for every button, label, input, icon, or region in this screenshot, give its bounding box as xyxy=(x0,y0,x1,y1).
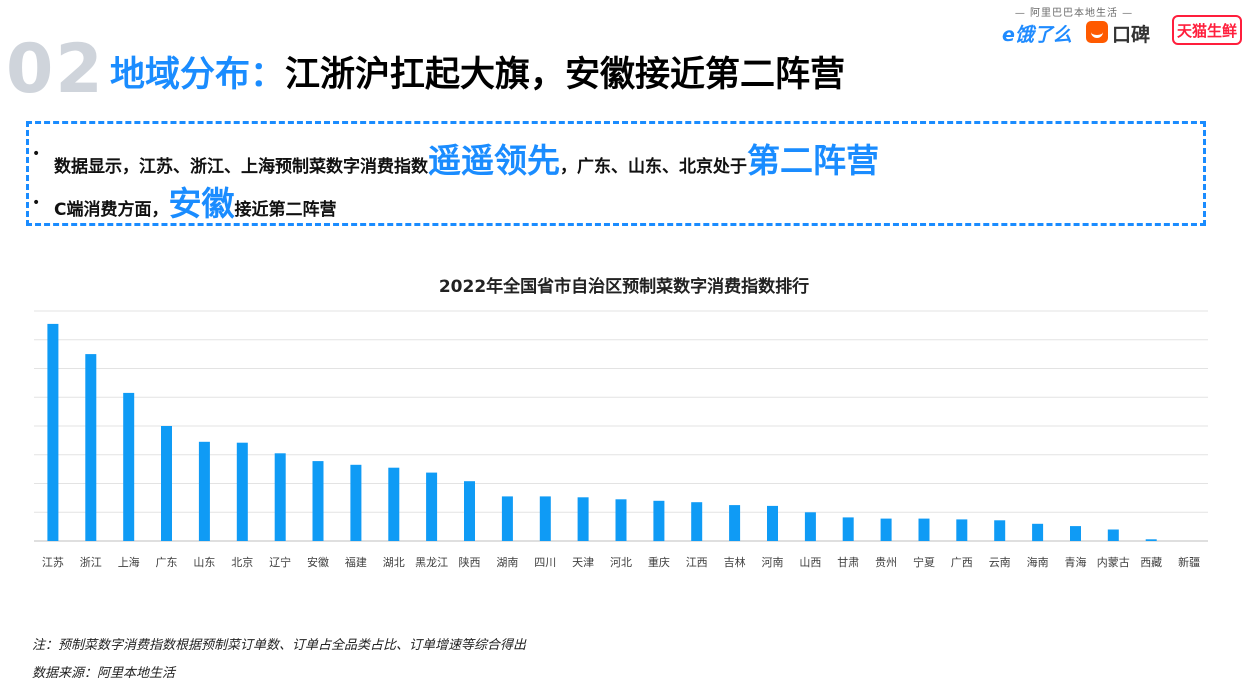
tmall-fresh-logo: 天猫生鲜 xyxy=(1172,15,1242,45)
bar-13 xyxy=(539,496,551,541)
x-tick-label: 甘肃 xyxy=(837,556,859,569)
bullet-1-text-b: ，广东、山东、北京处于 xyxy=(560,157,747,177)
bar-23 xyxy=(918,518,930,541)
bar-27 xyxy=(1070,526,1081,541)
x-tick-label: 辽宁 xyxy=(269,555,291,569)
x-tick-label: 新疆 xyxy=(1178,555,1200,569)
x-tick-label: 陕西 xyxy=(459,555,481,569)
bullet-1-text-a: 数据显示，江苏、浙江、上海预制菜数字消费指数 xyxy=(54,157,428,177)
bar-0 xyxy=(47,323,59,541)
bullet-dot: • xyxy=(32,195,41,211)
x-tick-label: 西藏 xyxy=(1140,556,1162,569)
bar-14 xyxy=(577,497,589,541)
bar-chart: 江苏 浙江 上海 广东 山东 北京 辽宁 安徽 福建 湖北 黑龙江 陕西 湖南 四川 天津 河北 重庆 江西 吉林 河… xyxy=(34,310,1208,569)
chart-title: 2022年全国省市自治区预制菜数字消费指数排行 xyxy=(438,277,810,297)
bar-24 xyxy=(956,519,968,541)
bar-19 xyxy=(767,505,778,541)
x-tick-label: 贵州 xyxy=(875,556,897,569)
x-tick-label: 广东 xyxy=(156,556,178,569)
bar-17 xyxy=(691,502,703,541)
x-tick-label: 重庆 xyxy=(648,555,670,569)
callout-box xyxy=(26,121,1206,226)
bar-29 xyxy=(1145,539,1157,541)
bullet-2-text-a: C端消费方面， xyxy=(54,200,169,220)
x-tick-label: 河北 xyxy=(610,556,632,569)
bar-4 xyxy=(198,441,210,541)
eleme-logo: e饿了么 xyxy=(1002,24,1072,46)
x-tick-label: 安徽 xyxy=(307,555,329,569)
bullet-item-1: 数据显示，江苏、浙江、上海预制菜数字消费指数 遥遥领先 ，广东、山东、北京处于 … xyxy=(54,134,879,182)
x-tick-label: 天津 xyxy=(572,556,594,569)
bar-25 xyxy=(994,520,1006,541)
bullet-2-highlight-a: 安徽 xyxy=(168,184,235,223)
bar-8 xyxy=(350,464,362,541)
bar-16 xyxy=(653,500,665,542)
bar-3 xyxy=(161,426,172,541)
data-source: 数据来源：阿里本地生活 xyxy=(32,666,176,681)
bar-12 xyxy=(501,496,513,541)
bullet-item-2: C端消费方面， 安徽 接近第二阵营 xyxy=(54,177,336,225)
x-tick-label: 内蒙古 xyxy=(1097,555,1130,569)
bar-28 xyxy=(1107,529,1119,541)
x-tick-label: 广西 xyxy=(951,556,973,569)
bar-10 xyxy=(426,472,438,541)
x-tick-label: 湖北 xyxy=(383,556,405,569)
section-number: 02 xyxy=(6,30,105,109)
x-tick-label: 海南 xyxy=(1027,555,1049,569)
x-tick-label: 北京 xyxy=(231,555,253,569)
bullet-dot: • xyxy=(32,146,41,162)
x-tick-label: 四川 xyxy=(534,556,556,569)
x-tick-label: 湖南 xyxy=(496,556,518,569)
x-tick-label: 宁夏 xyxy=(913,555,935,569)
footnote: 注：预制菜数字消费指数根据预制菜订单数、订单占全品类占比、订单增速等综合得出 xyxy=(32,638,527,653)
x-tick-label: 黑龙江 xyxy=(415,556,448,569)
bullet-1-highlight-b: 第二阵营 xyxy=(747,141,879,180)
bar-7 xyxy=(312,461,324,541)
bar-1 xyxy=(85,354,97,541)
x-tick-label: 上海 xyxy=(118,555,140,569)
bar-18 xyxy=(729,505,741,541)
x-tick-label: 云南 xyxy=(989,556,1011,569)
bar-20 xyxy=(804,512,816,542)
page-title-main: 江浙沪扛起大旗，安徽接近第二阵营 xyxy=(285,55,846,95)
x-tick-label: 河南 xyxy=(762,556,784,569)
koubei-logo-text: 口碑 xyxy=(1112,24,1151,46)
bar-21 xyxy=(842,517,854,541)
page-title: 地域分布：江浙沪扛起大旗，安徽接近第二阵营 xyxy=(110,56,845,95)
page-title-prefix: 地域分布： xyxy=(110,55,286,95)
bullet-1-highlight-a: 遥遥领先 xyxy=(428,141,560,180)
x-tick-label: 江苏 xyxy=(42,556,64,569)
bullet-2-text-b: 接近第二阵营 xyxy=(234,200,337,220)
x-tick-label: 福建 xyxy=(345,555,367,569)
bar-11 xyxy=(464,481,475,541)
x-tick-label: 吉林 xyxy=(724,555,746,569)
bar-2 xyxy=(123,392,135,541)
x-tick-label: 青海 xyxy=(1065,555,1087,569)
x-tick-label: 山东 xyxy=(193,556,215,569)
bar-22 xyxy=(880,518,892,541)
bar-9 xyxy=(388,467,400,541)
koubei-icon xyxy=(1086,21,1108,43)
x-tick-label: 浙江 xyxy=(80,556,102,569)
x-tick-label: 山西 xyxy=(799,556,821,569)
x-tick-label: 江西 xyxy=(686,556,708,569)
bar-5 xyxy=(236,442,248,541)
brand-tagline: — 阿里巴巴本地生活 — xyxy=(1014,8,1134,19)
bar-15 xyxy=(615,499,627,541)
bar-6 xyxy=(274,453,286,541)
bar-26 xyxy=(1032,523,1044,542)
